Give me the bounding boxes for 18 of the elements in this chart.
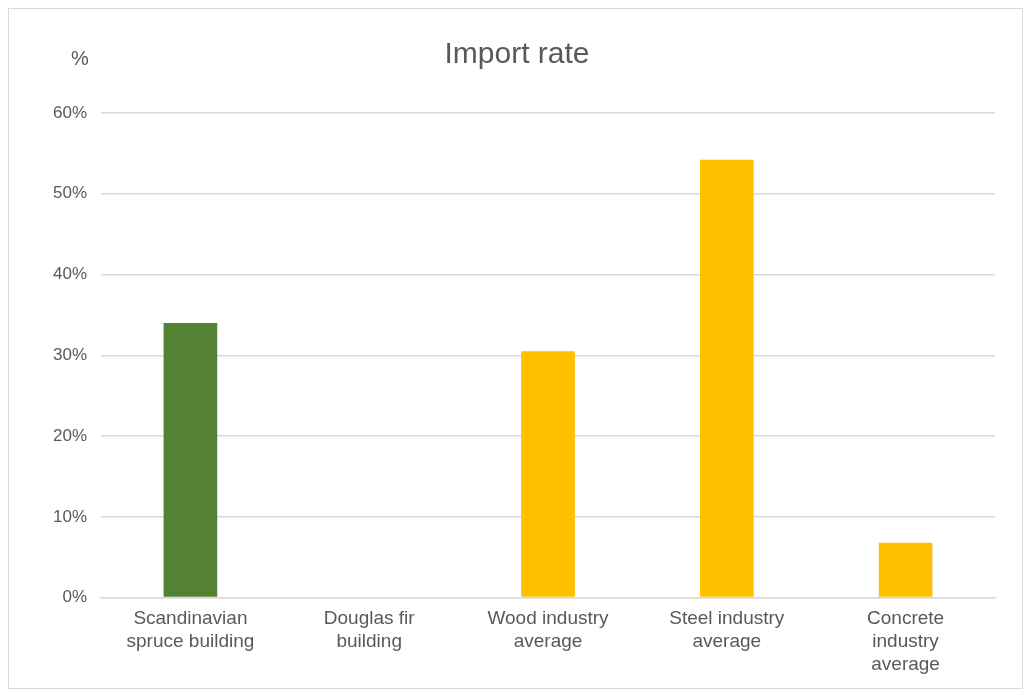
bar	[521, 351, 575, 597]
y-tick-label: 60%	[52, 102, 88, 122]
bar	[163, 322, 218, 597]
bar	[699, 159, 754, 597]
y-axis-title: %	[71, 46, 89, 69]
bar	[878, 542, 933, 597]
x-tick-label: Steel industry average	[669, 607, 785, 652]
chart-title: Import rate	[444, 36, 590, 70]
x-tick-label: Scandinavian spruce building	[126, 607, 255, 652]
y-tick-label: 10%	[52, 506, 88, 526]
y-tick-label: 40%	[52, 264, 88, 284]
y-tick-label: 0%	[62, 587, 88, 607]
x-tick-label: Douglas fir building	[323, 607, 416, 652]
x-tick-label: Wood industry average	[487, 607, 610, 652]
y-tick-label: 20%	[52, 425, 88, 445]
y-tick-label: 30%	[52, 344, 88, 364]
y-tick-label: 50%	[52, 183, 88, 203]
x-tick-label: Concrete industry average	[867, 607, 945, 674]
